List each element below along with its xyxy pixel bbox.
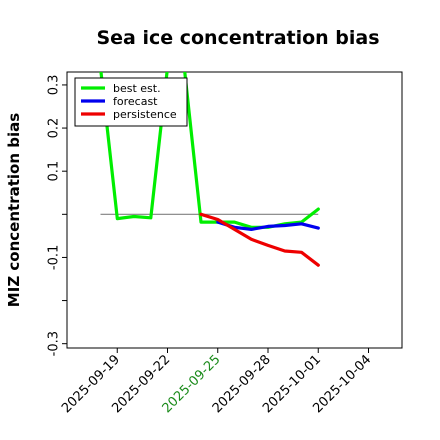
y-tick-label: 0.2 xyxy=(47,118,62,139)
series-line-persistence xyxy=(199,212,320,267)
series-layer xyxy=(99,72,320,267)
series-line-forecast xyxy=(216,220,320,231)
y-axis-label: MIZ concentration bias xyxy=(5,113,23,307)
y-tick-label: 0.1 xyxy=(47,161,62,182)
legend-entry-label: forecast xyxy=(113,95,158,108)
y-tick-label: -0.1 xyxy=(47,245,62,270)
y-tick-label: -0.3 xyxy=(47,331,62,356)
legend-entry-label: persistence xyxy=(113,108,177,121)
legend-entry-label: best est. xyxy=(113,82,161,95)
y-axis: 0.3 0.2 0.1 -0.1 -0.3 xyxy=(47,75,67,356)
x-axis: 2025-09-192025-09-222025-09-252025-09-28… xyxy=(59,348,374,416)
plot-frame xyxy=(66,71,403,349)
chart-title: Sea ice concentration bias xyxy=(96,27,379,49)
y-tick-label: 0.3 xyxy=(47,75,62,96)
